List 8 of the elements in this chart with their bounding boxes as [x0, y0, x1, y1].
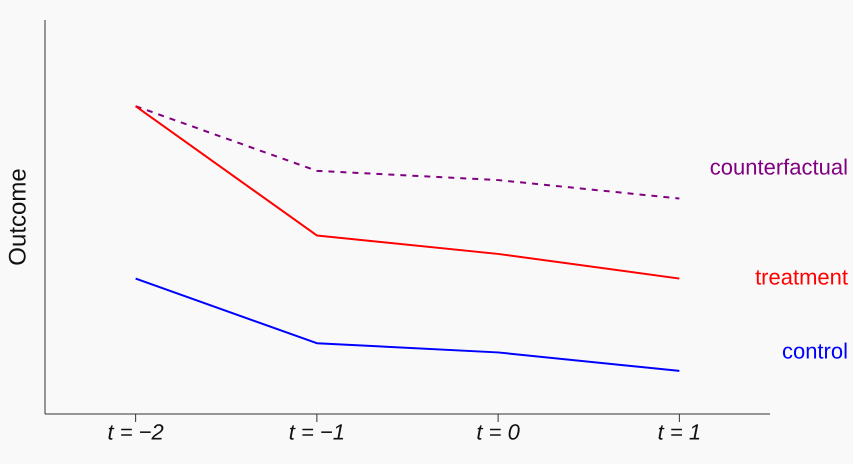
text: treatment: [755, 264, 848, 290]
series-label: counterfactual: [710, 154, 848, 180]
text: control: [782, 338, 848, 364]
x-tick-label: t = −1: [288, 420, 346, 445]
x-tick-label: t = 0: [476, 420, 521, 445]
x-tick-label: t = −2: [107, 420, 164, 445]
x-tick-label: t = 1: [658, 420, 702, 445]
y-axis-title: Outcome: [4, 168, 32, 266]
